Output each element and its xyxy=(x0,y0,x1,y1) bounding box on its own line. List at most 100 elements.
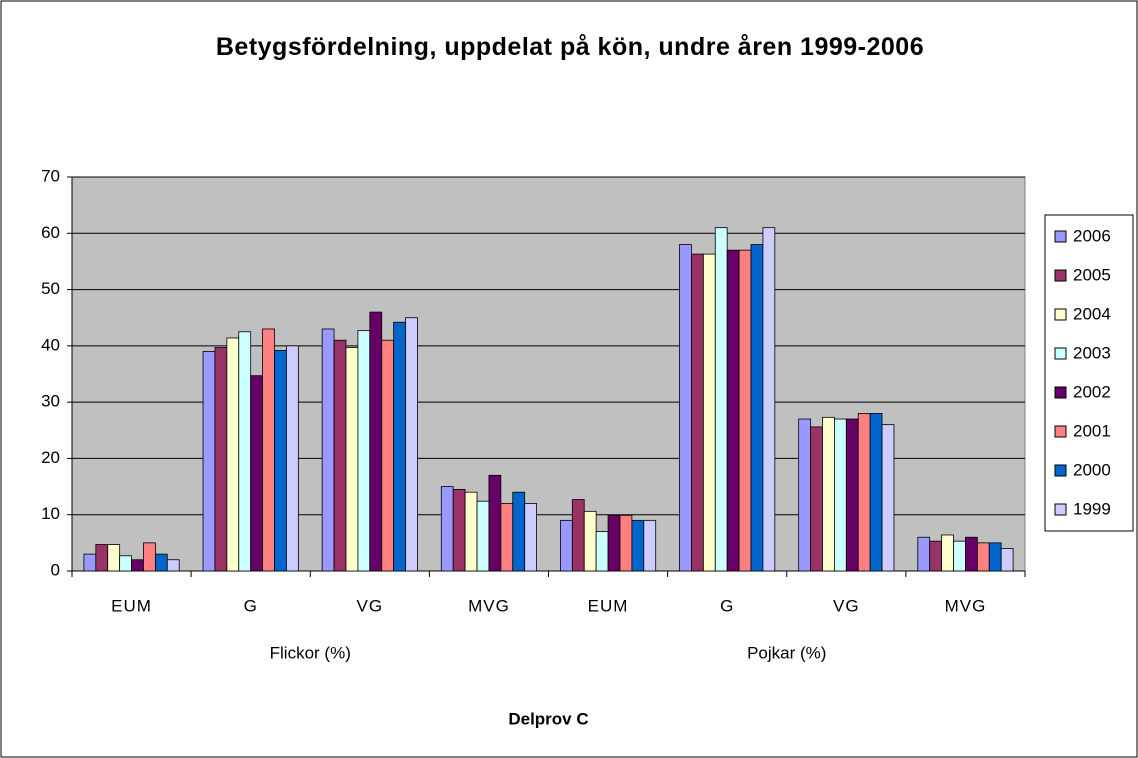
legend-label: 1999 xyxy=(1073,499,1111,518)
bar xyxy=(369,311,383,572)
bar xyxy=(262,328,275,572)
y-tick-label: 70 xyxy=(41,166,60,185)
bar xyxy=(714,227,728,572)
group-label: Flickor (%) xyxy=(270,643,351,662)
x-axis-title: Delprov C xyxy=(508,709,588,728)
bar xyxy=(119,555,132,572)
legend-label: 2005 xyxy=(1073,265,1111,284)
bar xyxy=(238,331,252,572)
y-tick-label: 40 xyxy=(41,335,60,354)
bar xyxy=(274,349,287,572)
bar xyxy=(583,510,597,572)
legend-label: 2000 xyxy=(1073,460,1111,479)
bar xyxy=(869,412,883,572)
bar xyxy=(393,321,406,572)
legend-swatch xyxy=(1054,269,1067,282)
bar xyxy=(953,540,966,572)
bar xyxy=(607,514,621,572)
x-tick-label: EUM xyxy=(588,596,629,615)
bar xyxy=(405,317,418,572)
bar xyxy=(464,491,478,572)
bar xyxy=(965,536,978,572)
legend-swatch xyxy=(1054,386,1067,399)
bar xyxy=(524,503,537,572)
bar xyxy=(571,499,585,572)
legend-box xyxy=(1044,214,1134,532)
x-tick-label: G xyxy=(244,596,258,615)
bar xyxy=(286,345,299,572)
bar xyxy=(488,474,502,572)
bar xyxy=(321,328,335,572)
legend-label: 2003 xyxy=(1073,343,1111,362)
legend-swatch xyxy=(1054,503,1067,516)
y-tick-label: 60 xyxy=(41,223,60,242)
bar xyxy=(822,416,835,572)
legend-label: 2002 xyxy=(1073,382,1111,401)
bar xyxy=(834,418,847,572)
bar xyxy=(750,244,764,572)
x-tick-label: G xyxy=(720,596,734,615)
bar xyxy=(738,249,752,572)
bar xyxy=(857,412,871,572)
bar xyxy=(691,253,704,572)
bar xyxy=(107,544,121,572)
bar xyxy=(250,375,264,572)
legend-label: 2006 xyxy=(1073,226,1111,245)
bar xyxy=(679,244,692,572)
legend-swatch xyxy=(1054,308,1067,321)
bar xyxy=(941,534,954,572)
bar xyxy=(810,426,823,572)
x-tick-label: VG xyxy=(357,596,384,615)
bar xyxy=(131,559,144,572)
bar xyxy=(1000,548,1014,572)
bar xyxy=(619,514,633,572)
bar xyxy=(166,559,180,572)
bar xyxy=(512,491,526,572)
bar xyxy=(95,544,109,572)
bar xyxy=(357,330,371,572)
legend-label: 2004 xyxy=(1073,304,1111,323)
y-tick-label: 50 xyxy=(41,279,60,298)
bar xyxy=(381,339,395,572)
bar xyxy=(762,227,776,572)
bar xyxy=(643,519,657,572)
legend-label: 2001 xyxy=(1073,421,1111,440)
y-tick-label: 0 xyxy=(51,560,60,579)
x-tick-label: EUM xyxy=(111,596,152,615)
bar xyxy=(440,486,454,572)
bar xyxy=(976,542,990,572)
bar xyxy=(500,503,514,572)
bar xyxy=(726,249,740,572)
bar xyxy=(595,531,609,572)
legend-swatch xyxy=(1054,464,1067,477)
bar xyxy=(452,488,466,572)
bar xyxy=(631,519,645,572)
bar xyxy=(881,424,895,572)
bar xyxy=(917,536,931,572)
bar xyxy=(345,347,359,572)
x-tick-label: MVG xyxy=(468,596,510,615)
y-tick-label: 10 xyxy=(41,504,60,523)
bar xyxy=(845,418,859,572)
x-tick-label: MVG xyxy=(945,596,987,615)
legend-swatch xyxy=(1054,425,1067,438)
bar xyxy=(202,351,216,572)
bar xyxy=(560,519,573,572)
bar xyxy=(333,339,347,572)
bar xyxy=(226,337,240,572)
legend-swatch xyxy=(1054,230,1067,243)
y-tick-label: 20 xyxy=(41,448,60,467)
bar xyxy=(476,500,490,572)
chart-title: Betygsfördelning, uppdelat på kön, undre… xyxy=(215,33,925,61)
bar xyxy=(988,542,1002,572)
group-label: Pojkar (%) xyxy=(747,643,826,662)
bar xyxy=(154,553,168,572)
x-tick-label: VG xyxy=(833,596,860,615)
y-tick-label: 30 xyxy=(41,392,60,411)
bar xyxy=(929,540,943,572)
bar xyxy=(798,418,811,572)
bar xyxy=(702,253,716,572)
bar xyxy=(214,347,228,572)
bar xyxy=(83,553,97,572)
